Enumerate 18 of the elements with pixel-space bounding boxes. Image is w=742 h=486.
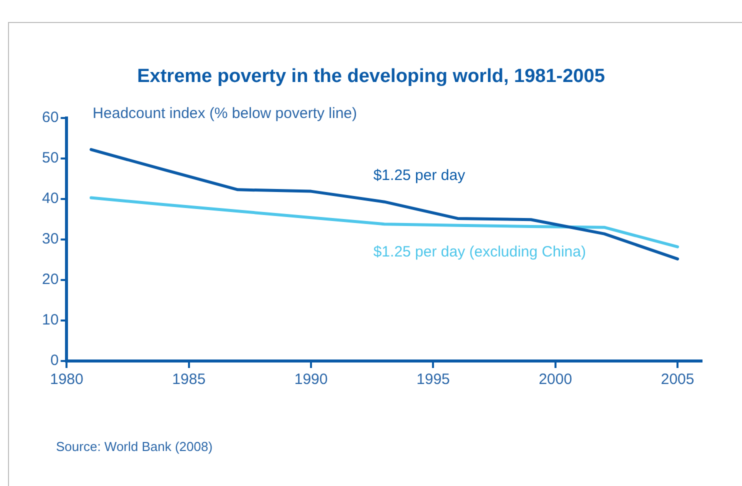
source-note: Source: World Bank (2008) <box>56 439 213 454</box>
chart-title: Extreme poverty in the developing world, 1981-2005 <box>136 66 606 88</box>
x-tick-label: 1990 <box>294 371 328 388</box>
y-tick-label: 10 <box>42 312 59 329</box>
y-tick-label: 0 <box>50 352 59 370</box>
y-axis-title: Headcount index (% below poverty line) <box>92 105 357 122</box>
y-tick-label: 40 <box>42 190 59 208</box>
x-tick-label: 1980 <box>50 371 84 388</box>
y-tick-label: 60 <box>42 109 59 126</box>
x-tick-label: 2005 <box>660 371 694 388</box>
x-tick-label: 1995 <box>416 371 450 388</box>
y-tick-label: 30 <box>42 230 59 248</box>
x-tick-label: 1985 <box>172 371 206 388</box>
series-label: $1.25 per day (excluding China) <box>373 243 586 260</box>
y-tick-label: 20 <box>42 271 59 288</box>
series-label: $1.25 per day <box>373 166 466 184</box>
y-tick-label: 50 <box>42 150 59 167</box>
x-tick-label: 2000 <box>538 371 572 388</box>
